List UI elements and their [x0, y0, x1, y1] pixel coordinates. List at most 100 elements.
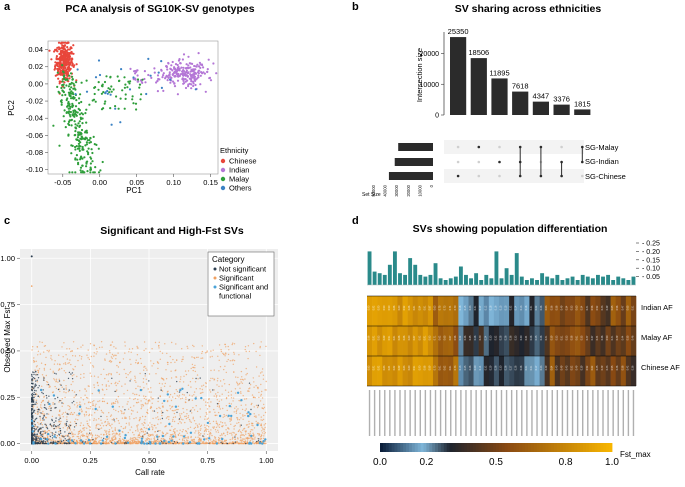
fst-point-significant — [231, 434, 233, 436]
pca-point-others — [104, 91, 107, 94]
pca-point-malay — [84, 136, 87, 139]
fst-point-significant — [181, 360, 183, 363]
fst-point-significant — [74, 433, 76, 436]
fst-point-significant — [98, 392, 101, 394]
heatmap-cell — [392, 326, 398, 356]
fst-point-significant — [93, 418, 96, 420]
fst-point-significant — [204, 426, 206, 429]
fst-point-not-significant — [148, 380, 150, 382]
fst-point-significant — [168, 416, 170, 418]
fst-point-significant — [212, 377, 214, 380]
fst-point-significant — [166, 416, 169, 418]
pca-point-chinese — [54, 64, 57, 67]
pca-point-indian — [198, 61, 201, 64]
fst-point-significant — [227, 345, 229, 348]
pca-point-malay — [81, 122, 84, 125]
fst-point-significant — [258, 375, 260, 377]
fst-point-significant — [39, 411, 41, 413]
fst-point-significant — [114, 434, 116, 436]
fst-point-significant — [225, 405, 228, 407]
pca-point-malay — [128, 82, 131, 85]
pca-point-chinese — [56, 73, 59, 76]
heatmap-cell — [473, 326, 479, 356]
colorbar-segment — [548, 443, 552, 452]
pca-point-chinese — [63, 55, 66, 59]
fst-point-significant — [230, 423, 232, 425]
fst-point-significant — [144, 422, 146, 424]
fst-point-significant — [35, 366, 38, 368]
upset-ytick-label: 20000 — [420, 51, 440, 58]
fst-point-significant — [176, 430, 178, 432]
fst-point-significant — [84, 388, 86, 390]
pca-point-indian — [185, 63, 188, 66]
fst-point-significant — [64, 362, 67, 364]
fst-point-significant — [92, 403, 94, 405]
fst-point-significant — [99, 424, 102, 427]
fst-point-significant — [261, 428, 264, 430]
fst-point-not-significant — [55, 373, 57, 375]
fst-point-not-significant — [50, 442, 52, 444]
fst-point-significant — [76, 406, 78, 408]
heatmap-cell-label: 0.91 — [388, 335, 391, 340]
fst-point-not-significant — [34, 384, 36, 386]
fst-point-significant — [259, 354, 261, 357]
colorbar-segment — [571, 443, 575, 452]
fst-point-significant — [223, 442, 225, 445]
fst-point-significant — [249, 387, 251, 389]
fst-point-significant — [165, 369, 167, 371]
pca-point-malay — [66, 105, 69, 108]
fst-point-significant — [80, 373, 82, 376]
fst-point-significant — [116, 400, 119, 402]
heatmap-cell — [575, 326, 581, 356]
fst-point-not-significant — [62, 435, 64, 437]
fst-point-significant — [47, 429, 50, 432]
fst-point-significant — [206, 425, 208, 427]
fst-point-significant — [79, 390, 81, 392]
fst-point-not-significant — [39, 432, 42, 434]
heatmap-cell — [529, 326, 535, 356]
fst-point-significant — [77, 359, 79, 362]
fst-point-not-significant — [162, 411, 164, 414]
fst-point-significant — [199, 416, 202, 418]
fst-point-significant — [201, 442, 203, 445]
fst-point-significant — [243, 427, 246, 430]
fst-point-not-significant — [36, 433, 38, 435]
fst-point-significant — [169, 408, 172, 410]
heatmap-cell — [605, 326, 611, 356]
fst-point-significant — [262, 408, 265, 410]
pca-point-malay — [79, 166, 83, 169]
fst-point-significant — [208, 405, 210, 407]
fst-point-significant — [224, 389, 227, 391]
pca-point-chinese — [68, 68, 71, 71]
fst-point-significant — [104, 377, 106, 380]
heatmap-cell-label: 0.61 — [449, 365, 452, 370]
fst-point-not-significant — [100, 415, 102, 418]
fst-bar — [530, 278, 534, 285]
heatmap-cell-label: 0.58 — [555, 305, 558, 310]
fst-point-not-significant — [54, 434, 56, 436]
fst-point-significant — [228, 402, 230, 405]
fst-bar — [448, 278, 453, 285]
pca-point-indian — [203, 72, 206, 75]
fst-point-significant — [78, 430, 81, 433]
pca-point-indian — [169, 81, 172, 84]
fst-point-functional — [126, 441, 130, 444]
fst-point-significant — [241, 441, 243, 443]
pca-point-malay — [80, 128, 84, 132]
heatmap-cell-label: 0.50 — [606, 335, 609, 340]
fst-point-significant — [121, 431, 124, 433]
heatmap-cell — [453, 326, 459, 356]
fst-point-significant — [193, 345, 195, 348]
fst-point-significant — [233, 343, 236, 345]
fst-point-significant — [41, 374, 44, 376]
fst-point-significant — [230, 417, 232, 419]
fst-point-significant — [244, 378, 246, 380]
fst-point-significant — [46, 436, 49, 439]
fst-point-not-significant — [33, 435, 36, 437]
fst-point-significant — [123, 393, 125, 395]
fst-point-significant — [261, 368, 264, 370]
fst-point-not-significant — [34, 436, 37, 438]
fst-point-significant — [230, 442, 233, 445]
fst-point-significant — [53, 363, 56, 365]
heatmap-cell-label: 0.15 — [464, 305, 467, 310]
